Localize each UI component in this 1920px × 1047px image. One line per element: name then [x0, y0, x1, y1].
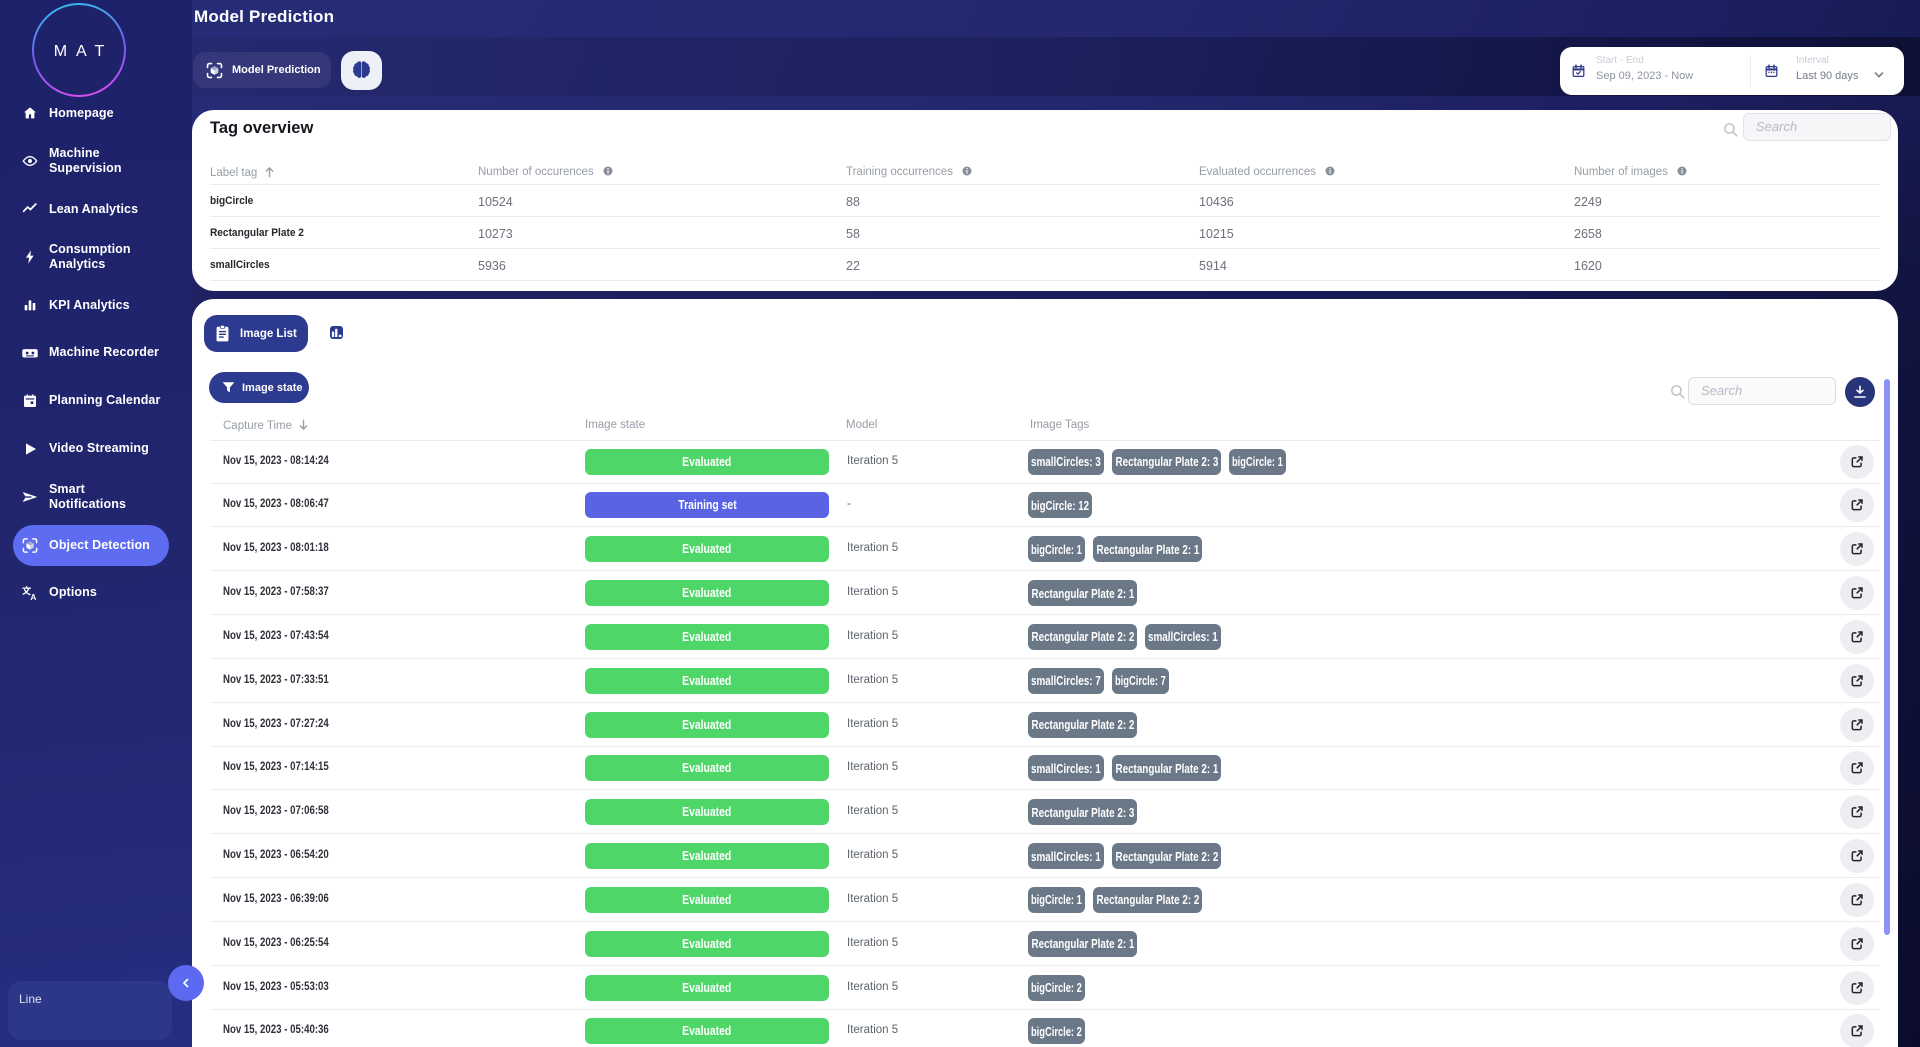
- svg-text:A: A: [30, 592, 36, 601]
